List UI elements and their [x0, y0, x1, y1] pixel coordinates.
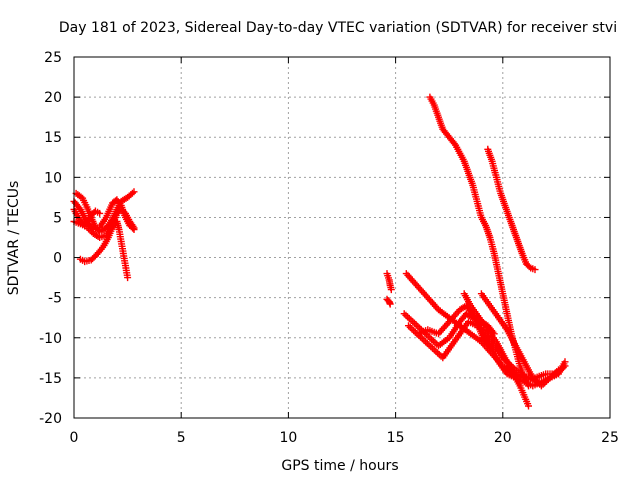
- point-markers: [426, 93, 532, 390]
- x-tick-label: 15: [387, 430, 405, 446]
- plot-border: [73, 56, 611, 419]
- series-arc-early-4: [76, 218, 132, 282]
- point-markers: [76, 218, 132, 282]
- point-markers: [467, 310, 490, 346]
- ticks: 0 5 10 15 20 25 -20 -15 -10 -5 0 5 10 15 20 25: [39, 50, 619, 446]
- point-markers: [484, 145, 539, 274]
- y-tick-label: 10: [44, 170, 62, 186]
- y-tick-label: 20: [44, 90, 62, 106]
- series-arc-high-1: [426, 93, 532, 390]
- y-tick-label: -15: [39, 371, 62, 387]
- y-tick-label: 15: [44, 130, 62, 146]
- x-tick-label: 10: [279, 430, 297, 446]
- y-tick-label: 0: [53, 251, 62, 267]
- x-tick-label: 0: [70, 430, 79, 446]
- y-tick-label: 5: [53, 210, 62, 226]
- series-arc-15h-g: [460, 290, 532, 410]
- series-arc-high-2: [484, 145, 539, 274]
- series-arc-15h-h: [467, 310, 490, 346]
- data-layer: [70, 93, 569, 410]
- series-arc-15h-b: [383, 295, 394, 308]
- y-tick-label: 25: [44, 50, 62, 66]
- x-tick-label: 20: [494, 430, 512, 446]
- point-markers: [383, 295, 394, 308]
- point-markers: [383, 270, 395, 294]
- y-tick-label: -10: [39, 331, 62, 347]
- y-tick-label: -5: [48, 291, 62, 307]
- point-markers: [460, 290, 532, 410]
- chart-title: Day 181 of 2023, Sidereal Day-to-day VTE…: [59, 20, 617, 36]
- x-tick-label: 5: [177, 430, 186, 446]
- x-axis-label: GPS time / hours: [281, 458, 398, 474]
- y-tick-label: -20: [39, 411, 62, 427]
- y-axis-label: SDTVAR / TECUs: [6, 181, 22, 296]
- x-tick-label: 25: [601, 430, 619, 446]
- series-arc-15h-a: [383, 270, 395, 294]
